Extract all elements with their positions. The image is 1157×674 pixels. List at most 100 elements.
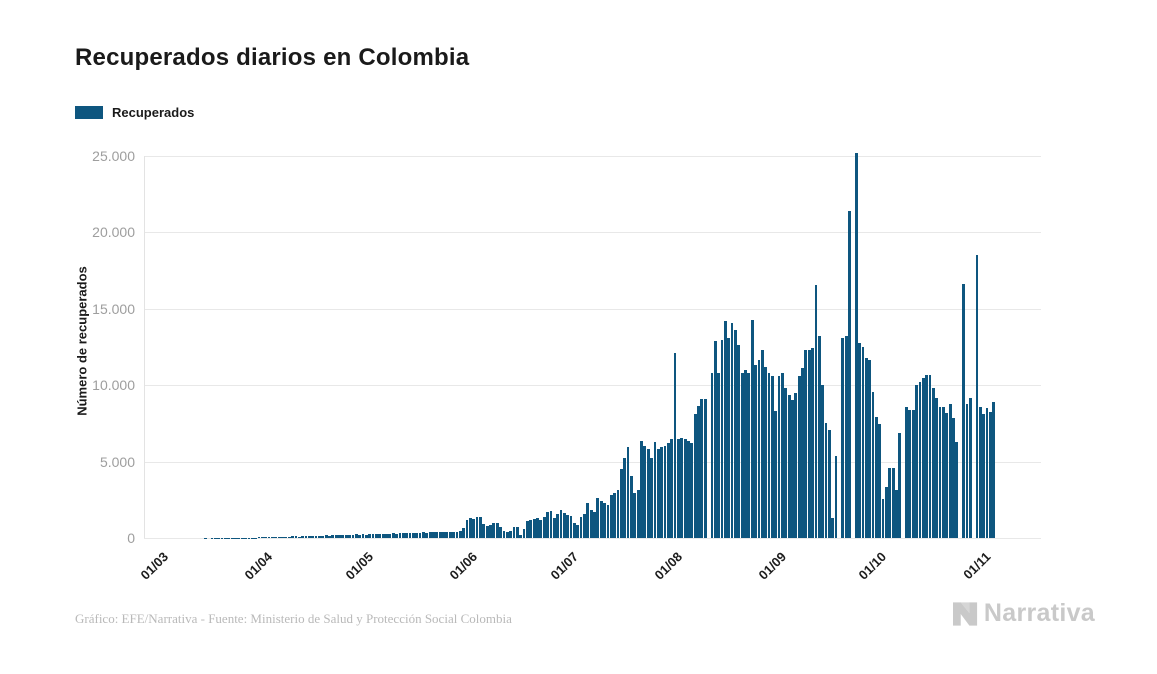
bar[interactable] xyxy=(448,531,452,538)
bar[interactable] xyxy=(559,510,563,538)
bar[interactable] xyxy=(368,534,372,538)
bar[interactable] xyxy=(794,393,798,538)
bar[interactable] xyxy=(291,536,294,538)
bar[interactable] xyxy=(492,522,496,538)
bar[interactable] xyxy=(512,527,516,538)
bar[interactable] xyxy=(821,384,825,538)
bar[interactable] xyxy=(442,531,445,538)
bar[interactable] xyxy=(844,335,848,538)
bar[interactable] xyxy=(609,494,613,538)
bar[interactable] xyxy=(603,503,606,538)
bar[interactable] xyxy=(536,518,539,538)
bar[interactable] xyxy=(489,525,492,538)
bar[interactable] xyxy=(502,531,506,538)
bar[interactable] xyxy=(422,532,425,538)
bar[interactable] xyxy=(566,515,570,538)
bar[interactable] xyxy=(485,525,489,538)
bar[interactable] xyxy=(874,417,878,538)
bar[interactable] xyxy=(425,532,429,538)
bar[interactable] xyxy=(858,343,861,538)
legend-item-recuperados[interactable]: Recuperados xyxy=(75,105,194,120)
bar[interactable] xyxy=(495,523,499,538)
bar[interactable] xyxy=(962,284,965,538)
bar[interactable] xyxy=(636,489,640,538)
bar[interactable] xyxy=(572,523,576,538)
bar[interactable] xyxy=(428,532,432,538)
bar[interactable] xyxy=(475,516,479,538)
bar[interactable] xyxy=(260,537,264,538)
bar[interactable] xyxy=(713,340,717,538)
bar[interactable] xyxy=(331,535,335,538)
bar[interactable] xyxy=(895,490,898,538)
bar[interactable] xyxy=(965,403,969,538)
bar[interactable] xyxy=(375,534,378,538)
bar[interactable] xyxy=(284,536,288,538)
bar[interactable] xyxy=(358,534,362,538)
bar[interactable] xyxy=(750,319,754,538)
bar[interactable] xyxy=(764,366,768,538)
bar[interactable] xyxy=(623,457,627,538)
bar[interactable] xyxy=(992,401,996,538)
bar[interactable] xyxy=(334,535,338,538)
bar[interactable] xyxy=(405,533,409,538)
bar[interactable] xyxy=(626,447,630,538)
bar[interactable] xyxy=(720,339,724,538)
bar[interactable] xyxy=(401,533,405,538)
bar[interactable] xyxy=(435,532,439,538)
bar[interactable] xyxy=(673,353,677,538)
bar[interactable] xyxy=(351,534,355,538)
bar[interactable] xyxy=(398,533,402,538)
bar[interactable] xyxy=(878,424,882,538)
bar[interactable] xyxy=(757,359,761,538)
bar[interactable] xyxy=(804,349,808,538)
bar[interactable] xyxy=(982,414,986,538)
bar[interactable] xyxy=(338,535,341,538)
bar[interactable] xyxy=(656,449,660,538)
bar[interactable] xyxy=(499,527,502,538)
bar[interactable] xyxy=(556,513,559,538)
bar[interactable] xyxy=(630,476,633,538)
bar[interactable] xyxy=(760,349,764,538)
bar[interactable] xyxy=(687,441,690,538)
bar[interactable] xyxy=(935,398,939,538)
bar[interactable] xyxy=(354,534,358,538)
bar[interactable] xyxy=(717,372,721,538)
bar[interactable] xyxy=(411,532,415,538)
bar[interactable] xyxy=(670,439,674,538)
bar[interactable] xyxy=(633,493,637,538)
bar[interactable] xyxy=(277,536,281,538)
bar[interactable] xyxy=(676,439,680,538)
bar[interactable] xyxy=(827,429,831,538)
bar[interactable] xyxy=(479,517,482,538)
bar[interactable] xyxy=(693,414,697,538)
bar[interactable] xyxy=(301,536,305,538)
bar[interactable] xyxy=(391,533,395,538)
bar[interactable] xyxy=(586,502,590,538)
bar[interactable] xyxy=(371,534,375,538)
bar[interactable] xyxy=(784,388,788,538)
bar[interactable] xyxy=(505,531,509,538)
bar[interactable] xyxy=(385,533,388,538)
bar[interactable] xyxy=(989,411,992,538)
bar[interactable] xyxy=(287,536,291,538)
bar[interactable] xyxy=(975,254,979,538)
bar[interactable] xyxy=(432,532,435,538)
bar[interactable] xyxy=(891,467,895,538)
bar[interactable] xyxy=(532,518,536,538)
bar[interactable] xyxy=(472,518,476,538)
bar[interactable] xyxy=(811,348,814,538)
bar[interactable] xyxy=(619,469,623,538)
bar[interactable] xyxy=(455,531,459,538)
bar[interactable] xyxy=(710,372,714,538)
bar[interactable] xyxy=(562,512,566,538)
bar[interactable] xyxy=(744,369,747,538)
bar[interactable] xyxy=(831,518,835,538)
bar[interactable] xyxy=(663,446,667,538)
bar[interactable] xyxy=(519,534,523,538)
bar[interactable] xyxy=(868,359,872,538)
bar[interactable] xyxy=(304,536,308,538)
bar[interactable] xyxy=(546,512,549,538)
bar[interactable] xyxy=(774,411,778,538)
bar[interactable] xyxy=(381,533,385,538)
bar[interactable] xyxy=(552,518,556,538)
